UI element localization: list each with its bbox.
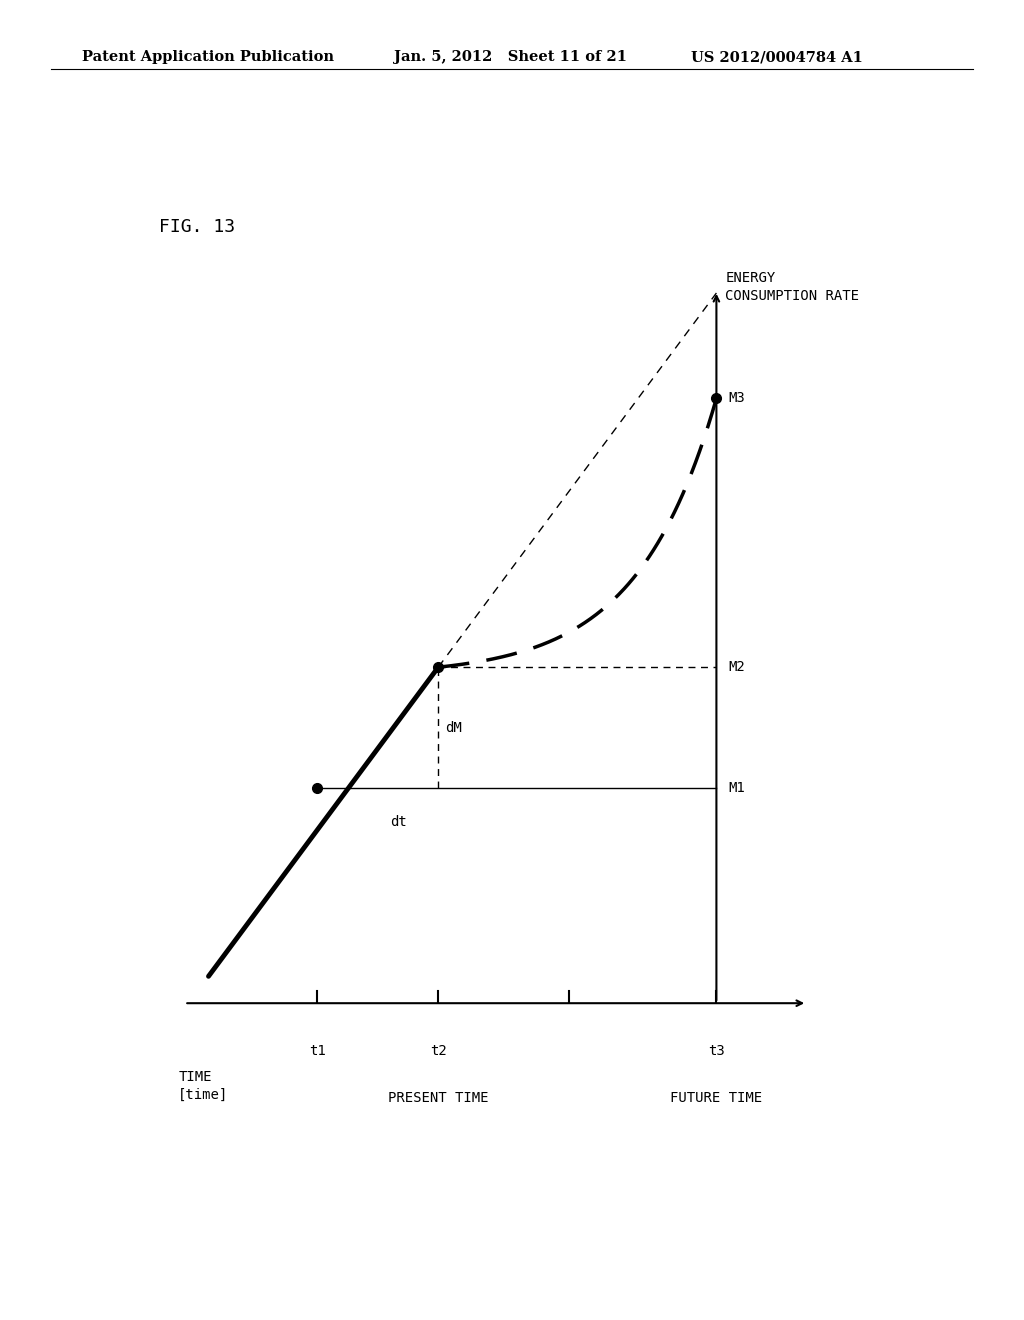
Text: ENERGY
CONSUMPTION RATE: ENERGY CONSUMPTION RATE bbox=[725, 271, 859, 304]
Text: M1: M1 bbox=[728, 781, 745, 795]
Text: t2: t2 bbox=[430, 1044, 446, 1057]
Text: dt: dt bbox=[390, 814, 407, 829]
Text: US 2012/0004784 A1: US 2012/0004784 A1 bbox=[691, 50, 863, 65]
Text: M3: M3 bbox=[728, 392, 745, 405]
Text: FUTURE TIME: FUTURE TIME bbox=[671, 1090, 763, 1105]
Text: dM: dM bbox=[445, 721, 462, 735]
Text: t3: t3 bbox=[708, 1044, 725, 1057]
Text: t1: t1 bbox=[309, 1044, 326, 1057]
Text: PRESENT TIME: PRESENT TIME bbox=[388, 1090, 488, 1105]
Text: TIME
[time]: TIME [time] bbox=[178, 1071, 228, 1102]
Text: Jan. 5, 2012   Sheet 11 of 21: Jan. 5, 2012 Sheet 11 of 21 bbox=[394, 50, 628, 65]
Text: M2: M2 bbox=[728, 660, 745, 675]
Text: FIG. 13: FIG. 13 bbox=[159, 218, 234, 236]
Text: Patent Application Publication: Patent Application Publication bbox=[82, 50, 334, 65]
